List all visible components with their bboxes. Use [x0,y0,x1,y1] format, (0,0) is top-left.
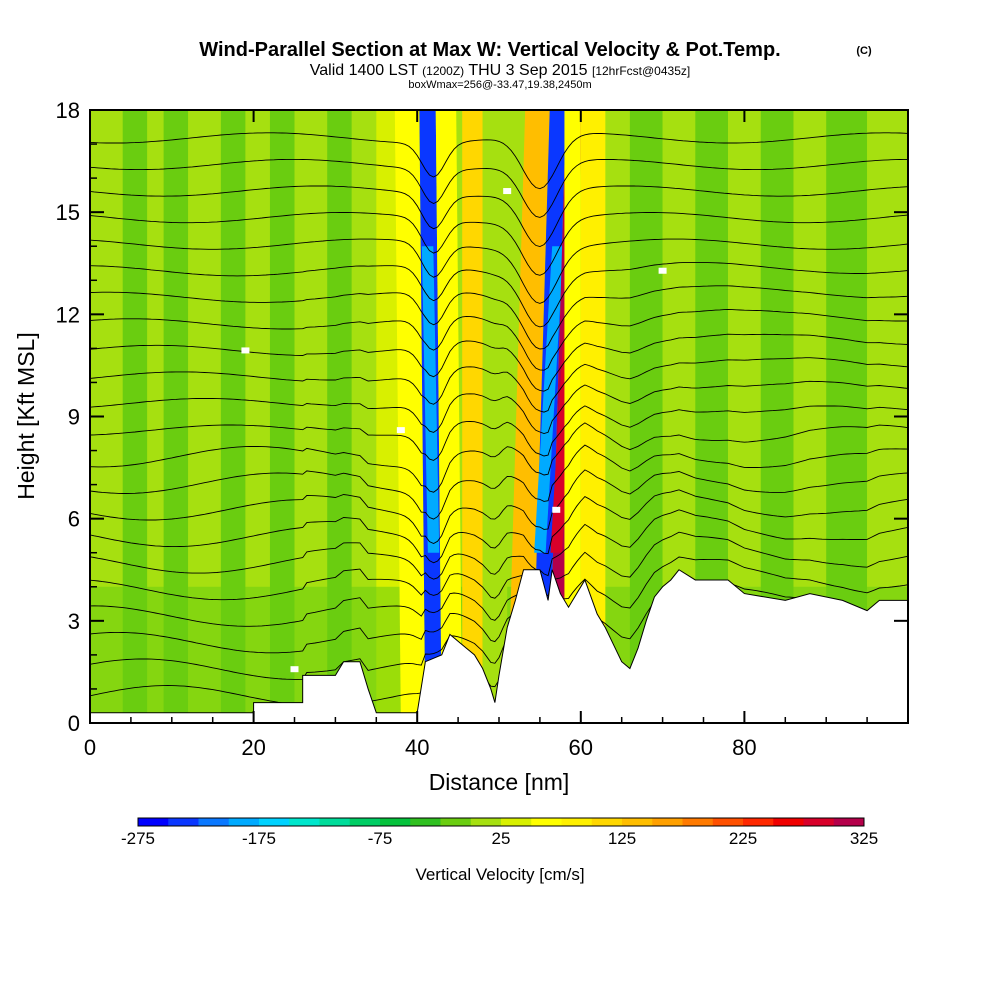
y-tick-label: 12 [56,302,80,327]
theta-contour [90,357,908,413]
colorbar-cell [228,818,260,826]
y-tick-label: 15 [56,200,80,225]
theta-contour [90,262,908,328]
theta-contour [90,308,908,371]
contour-label [241,347,250,354]
y-tick-label: 9 [68,405,80,430]
theta-contour [90,469,908,545]
colorbar-cell [470,818,502,826]
colorbar-cell [773,818,804,826]
colorbar-tick-label: 25 [492,829,511,848]
theta-contour [90,509,908,580]
theta-contour [90,380,908,434]
colorbar-tick-label: 325 [850,829,878,848]
colorbar-cell [803,818,835,826]
x-tick-label: 60 [569,735,593,760]
colorbar-cell [198,818,230,826]
x-tick-label: 20 [241,735,265,760]
velocity-core [534,246,564,553]
x-axis-label: Distance [nm] [429,769,570,795]
theta-contour [90,422,908,493]
colorbar-frame [137,817,865,827]
colorbar-cell [682,818,714,826]
contour-label [552,506,561,513]
theta-contour [90,405,908,461]
velocity-column [482,110,508,723]
y-tick-label: 18 [56,98,80,123]
theta-contour [90,132,908,190]
theta-contour [90,158,908,218]
colorbar-cell [410,818,441,826]
colorbar-tick-label: -75 [368,829,393,848]
colorbar-cell [652,818,683,826]
chart-subtitle-2: boxWmax=256@-33.47,19.38,2450m [408,79,591,91]
theta-contour [90,444,908,520]
contour-label [290,666,299,673]
x-tick-label: 40 [405,735,429,760]
colorbar-cell [168,818,199,826]
theta-contour [90,285,908,350]
colorbar-cell [319,818,351,826]
velocity-column [462,110,483,723]
colorbar-tick-label: 125 [608,829,636,848]
colorbar-cell [259,818,290,826]
colorbar-cell [501,818,532,826]
colorbar-cell [561,818,593,826]
y-axis-label: Height [Kft MSL] [13,332,39,499]
velocity-column [507,110,550,723]
chart-title: Wind-Parallel Section at Max W: Vertical… [199,39,780,61]
colorbar-cell [743,818,774,826]
contour-label [658,267,667,274]
velocity-core [421,246,440,553]
theta-contour [90,582,908,654]
y-tick-label: 6 [68,507,80,532]
theta-contour [90,556,908,627]
theta-contour [90,531,908,601]
colorbar [137,817,865,827]
velocity-column [580,110,606,723]
theta-contour [90,185,908,247]
chart-title-tag: (C) [856,45,872,57]
colorbar-ticks: -275 -175 -75 25 125 225 325 [121,829,878,848]
chart-subtitle: Valid 1400 LST (1200Z) THU 3 Sep 2015 [1… [310,62,690,79]
y-tick-label: 3 [68,609,80,634]
theta-contour [90,333,908,392]
contour-label [396,427,405,434]
colorbar-cell [622,818,653,826]
colorbar-tick-label: -175 [242,829,276,848]
theta-contours [90,132,908,706]
contour-label [503,188,512,195]
terrain [90,569,908,723]
velocity-field [90,110,908,723]
y-axis: 0 3 6 9 12 15 18 [56,98,908,736]
theta-contour [90,238,908,304]
velocity-column [394,110,426,723]
colorbar-label: Vertical Velocity [cm/s] [415,865,584,884]
plot-area [90,110,908,723]
y-tick-label: 0 [68,711,80,736]
colorbar-cell [380,818,411,826]
velocity-column [435,110,463,723]
colorbar-tick-label: -275 [121,829,155,848]
x-axis: 0 20 40 60 80 [84,110,868,760]
theta-contour [90,212,908,276]
colorbar-cell [138,818,169,826]
x-tick-label: 80 [732,735,756,760]
colorbar-cell [289,818,320,826]
colorbar-cell [833,818,865,826]
colorbar-tick-label: 225 [729,829,757,848]
colorbar-cell [712,818,744,826]
colorbar-cell [531,818,562,826]
theta-contour [90,489,908,564]
colorbar-cell [349,818,381,826]
colorbar-cell [591,818,623,826]
x-tick-label: 0 [84,735,96,760]
colorbar-cell [440,818,472,826]
